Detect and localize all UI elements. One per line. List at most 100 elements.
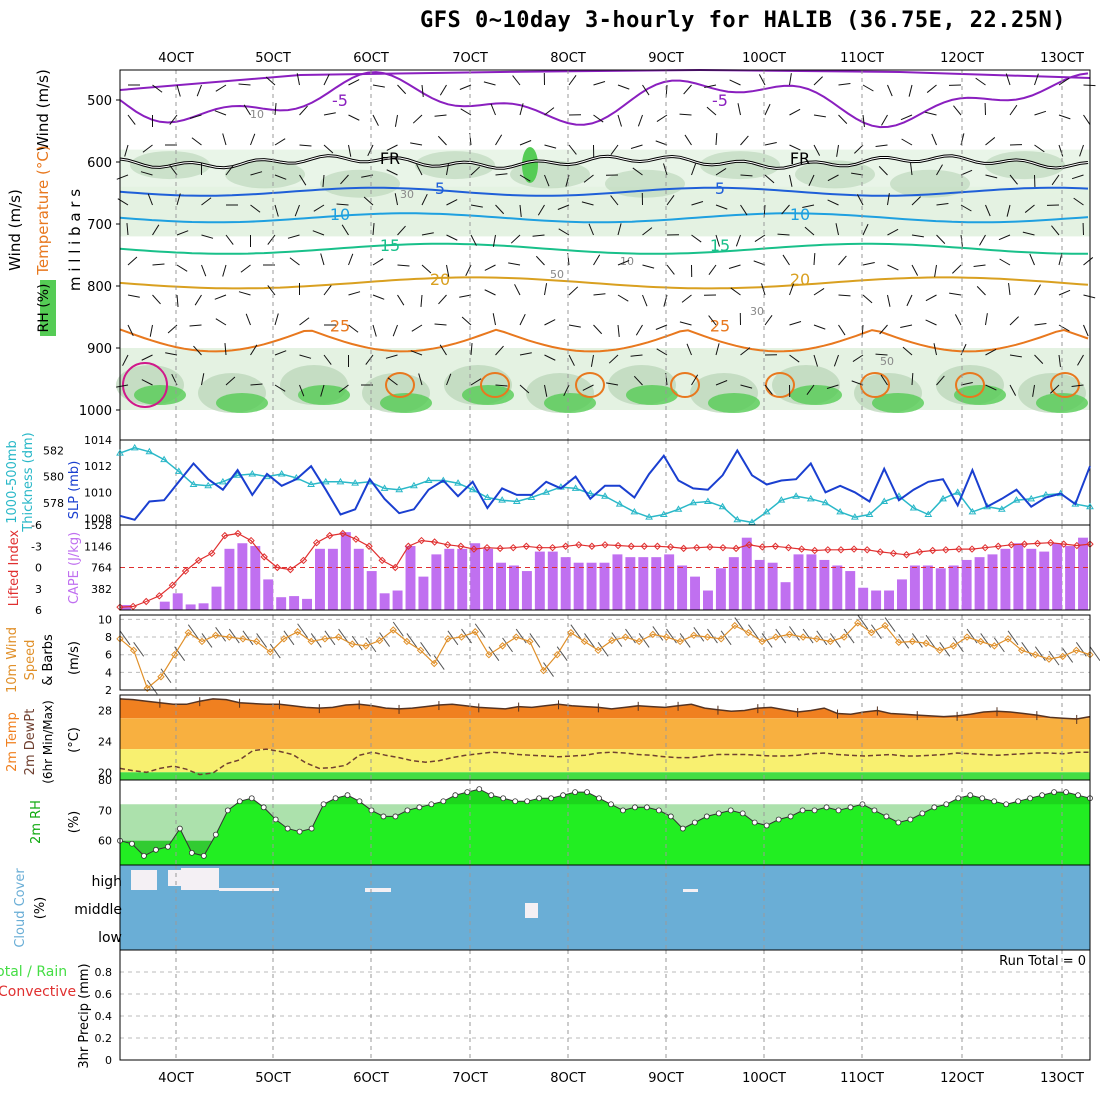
x-tick-label-top: 12OCT [940,51,984,66]
dew-low-band [120,772,1090,780]
wind-barb [274,384,286,392]
isotherm-25-cell [860,372,890,398]
wind-barb [728,264,741,269]
wind-barb-10m [570,624,582,639]
li-point [1033,539,1042,548]
thickness-point [410,481,418,489]
li-point [928,546,937,555]
wind-barb [274,350,287,356]
wind-barb-10m [898,634,910,649]
cape-bar [819,559,830,610]
wind-barb [1073,197,1084,206]
wind-barb [124,144,129,157]
wind-barb [222,133,227,146]
cape-bar [573,562,584,610]
cape-bar [806,554,817,610]
wind-tick-label: 8 [105,631,112,644]
wind-barb [715,380,728,386]
wind-barb [836,144,839,157]
wind-barb [663,163,668,176]
isotherm-label: -5 [332,91,348,110]
rh2m-point [907,816,914,823]
cape-bar [444,548,455,610]
thickness-point [1086,502,1094,510]
wind-barb [862,84,874,92]
rh2m-point [560,792,566,799]
wind-speed-point [826,637,835,646]
wind-barb [416,164,423,176]
wind-barb [336,203,349,206]
isotherm--5 [119,71,1089,129]
wind-barb [679,113,692,116]
wind-barb [960,382,973,386]
wind-barb [1034,284,1041,296]
wind-speed-point [539,666,548,675]
wind-barb [348,253,354,266]
wind-barb [838,114,848,124]
wind-barb [936,164,943,176]
rh2m-point [931,804,938,811]
legend-temp-unit: (°C) [67,727,82,753]
wind-barb [348,144,352,157]
cloud-row-label: high [91,874,122,890]
cape-bar [664,554,675,610]
cape-bar [560,557,571,610]
isotherm-30-loop [122,362,168,408]
thickness-point [718,502,727,510]
isotherm-label: 15 [380,236,400,255]
isotherm-10 [119,212,1089,224]
thickness-point [689,498,698,506]
rh2m-point [763,822,770,829]
wind-barb-10m [720,630,732,646]
wind-speed-point [594,646,602,655]
x-tick-label-bottom: 5OCT [255,1071,291,1086]
wind-speed-point [375,636,384,645]
wind-barb [590,354,594,367]
wind-barb-10m [283,630,295,646]
wind-barb [446,373,452,386]
li-point [522,542,531,550]
wind-barb [911,234,924,238]
wind-barb [323,354,332,365]
thickness-point [924,510,933,518]
wind-speed-point [1045,655,1053,663]
wind-barb [410,142,423,146]
wind-barb [459,84,472,90]
wind-speed-point [580,637,589,646]
wind-speed-point [799,633,807,641]
cape-bar [1078,537,1088,610]
wind-barb [446,234,458,241]
wind-barb [176,84,181,97]
wind-barb [152,224,160,236]
wind-barb [238,83,251,86]
cape-bar [457,548,468,610]
wind-barb [397,264,410,267]
wind-barb [686,343,692,356]
li-point [483,543,491,552]
cape-bar [185,604,196,610]
isotherm-25-cell [575,372,605,398]
wind-barb [1029,253,1035,266]
wind-barb [1009,354,1022,358]
wind-barb [460,108,472,116]
rh-blob [320,169,400,198]
wind-tick-label: 10 [98,613,112,626]
y-tick-label: 600 [87,156,112,171]
cape-tick-label: 382 [91,583,112,596]
li-point [470,545,478,553]
wind-speed-point [717,635,725,643]
wind-barb [191,137,202,146]
thickness-point [321,477,330,485]
wind-barb-10m [666,628,677,644]
wind-speed-point [471,628,479,636]
wind-speed-point [758,637,766,646]
rh2m-point [871,807,878,814]
rh2m-point [823,804,830,811]
y-axis-label: m i l l i b a r s [66,189,84,291]
wind-barb [338,384,349,393]
rh2m-point [200,852,207,859]
wind-barb [201,373,205,386]
wind-barb [813,76,823,86]
wind-barb [666,194,675,206]
wind-barb [1024,204,1035,213]
